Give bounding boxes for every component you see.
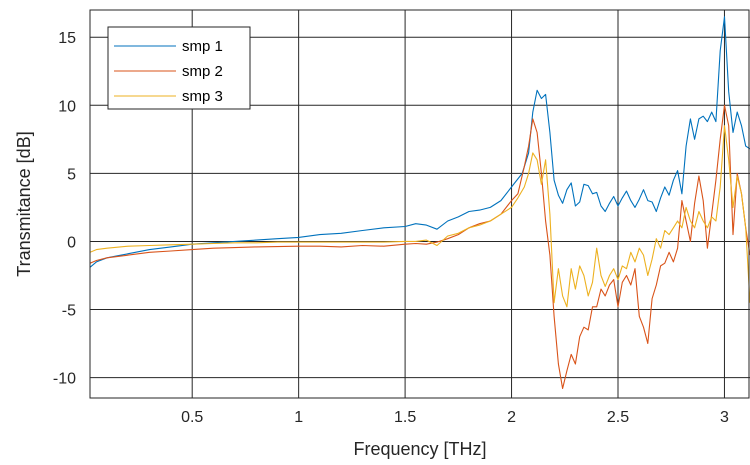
series-layer — [90, 16, 750, 390]
y-tick-label: 0 — [67, 234, 76, 251]
series-line-smp-1 — [90, 16, 750, 268]
legend-label-smp-1: smp 1 — [182, 38, 223, 55]
y-tick-label: 15 — [58, 30, 76, 47]
legend: smp 1 smp 2 smp 3 — [107, 26, 251, 110]
y-tick-label: 10 — [58, 98, 76, 115]
plot-frame — [89, 9, 750, 399]
x-axis-label: Frequency [THz] — [353, 439, 486, 459]
y-axis-label: Transmitance [dB] — [14, 131, 34, 276]
y-tick-labels: -10 -5 0 5 10 15 — [53, 30, 76, 387]
y-tick-label: -10 — [53, 371, 76, 388]
series-line-smp-3 — [90, 125, 750, 308]
y-tick-label: 5 — [67, 166, 76, 183]
x-tick-label: 1.5 — [394, 409, 416, 426]
x-tick-labels: 0.5 1 1.5 2 2.5 3 — [181, 409, 729, 426]
legend-label-smp-2: smp 2 — [182, 63, 223, 80]
legend-box — [107, 26, 251, 110]
legend-label-smp-3: smp 3 — [182, 88, 223, 105]
x-tick-label: 2 — [507, 409, 516, 426]
x-tick-label: 3 — [720, 409, 729, 426]
x-tick-label: 1 — [294, 409, 303, 426]
x-tick-label: 0.5 — [181, 409, 203, 426]
y-tick-label: -5 — [62, 303, 76, 320]
series-line-smp-2 — [90, 104, 750, 390]
x-tick-label: 2.5 — [607, 409, 629, 426]
